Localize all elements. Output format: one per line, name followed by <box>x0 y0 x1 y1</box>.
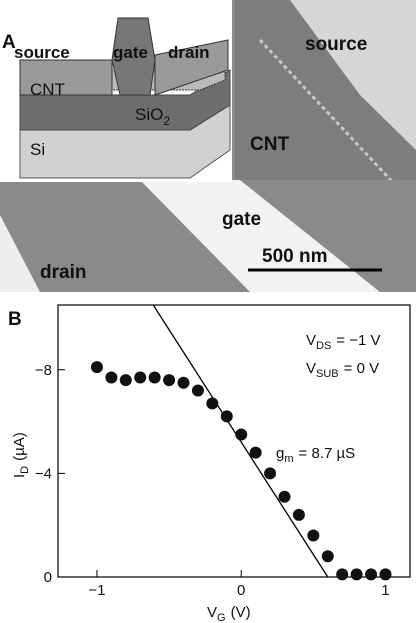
annotation-subscript: m <box>284 453 293 465</box>
data-point <box>249 446 262 459</box>
data-point <box>321 550 334 563</box>
schematic-label: SiO2 <box>135 105 170 128</box>
y-axis-label-subscript: D <box>19 466 31 474</box>
annotation-subscript: SUB <box>316 368 339 380</box>
x-tick-label: −1 <box>88 582 105 599</box>
data-point <box>336 568 349 581</box>
schematic-label: CNT <box>30 80 65 99</box>
x-axis-label-symbol: V <box>207 604 217 621</box>
micrograph-label: CNT <box>250 134 289 155</box>
x-axis-label-text: (V) <box>231 604 251 621</box>
x-axis-label-subscript: G <box>217 612 226 623</box>
data-point <box>163 374 176 387</box>
annotation: gm = 8.7 µS <box>276 445 355 465</box>
annotation-symbol: V <box>306 360 316 377</box>
oxide-layer <box>19 69 231 131</box>
gate-gap <box>140 180 380 292</box>
data-point <box>264 467 277 480</box>
schematic-label: Si <box>30 140 45 159</box>
data-point <box>206 397 219 410</box>
data-point <box>105 371 118 384</box>
data-point <box>292 508 305 521</box>
drain-edge <box>0 215 40 292</box>
micrograph-label: source <box>305 34 367 55</box>
y-tick-label: 0 <box>44 569 52 586</box>
fit-line <box>152 304 329 578</box>
label-sub: 2 <box>163 114 170 128</box>
schematic-label: source <box>14 43 70 62</box>
y-tick-label: −4 <box>35 465 52 482</box>
annotation: VSUB = 0 V <box>306 360 379 380</box>
annotation-text: = 8.7 µS <box>299 445 356 462</box>
data-point <box>119 374 132 387</box>
data-point <box>350 568 363 581</box>
micrograph-label: drain <box>40 262 86 283</box>
data-point <box>365 568 378 581</box>
y-tick-label: −8 <box>35 362 52 379</box>
data-point <box>235 428 248 441</box>
annotation-symbol: V <box>306 332 316 349</box>
nanotube <box>258 38 402 192</box>
panel-label: B <box>8 309 22 330</box>
data-point <box>148 371 161 384</box>
data-point <box>379 568 392 581</box>
data-point <box>134 371 147 384</box>
annotation-subscript: DS <box>316 340 331 352</box>
data-point <box>278 490 291 503</box>
scale-bar-label: 500 nm <box>262 246 327 267</box>
data-point <box>177 376 190 389</box>
x-tick-label: 0 <box>237 582 245 599</box>
label-part: SiO <box>135 105 163 124</box>
data-point <box>307 529 320 542</box>
schematic-label: drain <box>168 43 210 62</box>
y-axis-label: ID (µA) <box>11 432 31 478</box>
x-tick-label: 1 <box>381 582 389 599</box>
micrograph-label: gate <box>222 209 261 230</box>
x-axis-label: VG (V) <box>207 604 251 623</box>
plot-frame <box>57 304 411 578</box>
annotation-text: = −1 V <box>336 332 380 349</box>
panel-label: A <box>2 32 16 53</box>
source-electrode <box>19 59 113 96</box>
y-axis-label-symbol: I <box>11 474 28 478</box>
data-point <box>191 384 204 397</box>
drain-electrode <box>154 39 229 96</box>
schematic-label: gate <box>113 43 148 62</box>
annotation-text: = 0 V <box>344 360 379 377</box>
y-axis-label-text: (µA) <box>11 432 28 461</box>
data-point <box>90 361 103 374</box>
data-point <box>220 410 233 423</box>
source-region <box>290 0 416 150</box>
annotation: VDS = −1 V <box>306 332 381 352</box>
annotation-symbol: g <box>276 445 284 462</box>
